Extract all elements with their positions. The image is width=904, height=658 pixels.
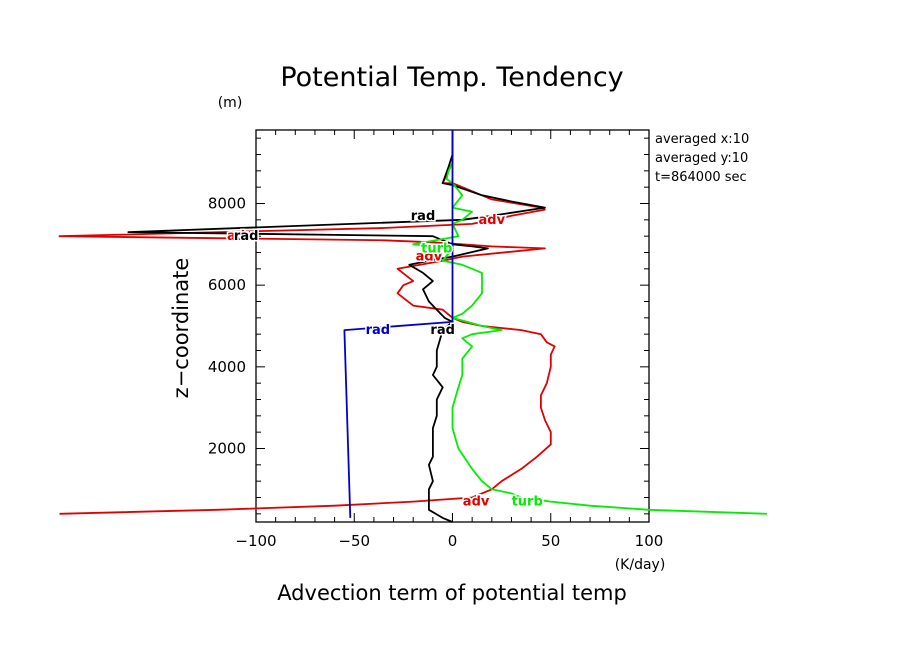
y-tick-label: 8000 (208, 195, 246, 213)
x-unit-label: (K/day) (615, 557, 666, 573)
info-line-1: averaged x:10 (655, 132, 749, 147)
y-tick-label: 6000 (208, 276, 246, 294)
y-tick-label: 2000 (208, 440, 246, 458)
series-label-rad: rad (411, 209, 436, 224)
info-line-2: averaged y:10 (655, 151, 748, 166)
x-tick-label: 50 (541, 532, 560, 550)
series-label-adv: adv (463, 495, 490, 510)
x-axis-label: Advection term of potential temp (277, 581, 627, 605)
series-label-adv: adv (416, 250, 443, 265)
series-label-turb: turb (512, 495, 543, 510)
series-layer (58, 130, 767, 523)
series-label-rad: rad (366, 323, 391, 338)
series-label-rad: rad (430, 323, 455, 338)
x-tick-label: −50 (338, 532, 370, 550)
y-axis-label: z−coordinate (169, 258, 193, 399)
series-label-rad: rad (234, 229, 259, 244)
series-line-adv (58, 134, 556, 515)
series-label-adv: adv (479, 213, 506, 228)
series-line-turb (412, 162, 767, 515)
chart-title: Potential Temp. Tendency (280, 62, 623, 93)
x-tick-label: 100 (635, 532, 664, 550)
series-line-rad (127, 130, 546, 523)
x-tick-label: 0 (448, 532, 458, 550)
x-tick-label: −100 (235, 532, 276, 550)
series-line-rad (343, 130, 454, 518)
y-unit-label: (m) (218, 95, 243, 111)
series-label-turb: turb (421, 241, 452, 256)
info-line-3: t=864000 sec (655, 170, 747, 185)
y-tick-label: 4000 (208, 358, 246, 376)
axes-layer: −100 −50 0 50 100 2000 4000 6000 8000 (208, 129, 664, 550)
series-label-adv: adv (227, 229, 254, 244)
